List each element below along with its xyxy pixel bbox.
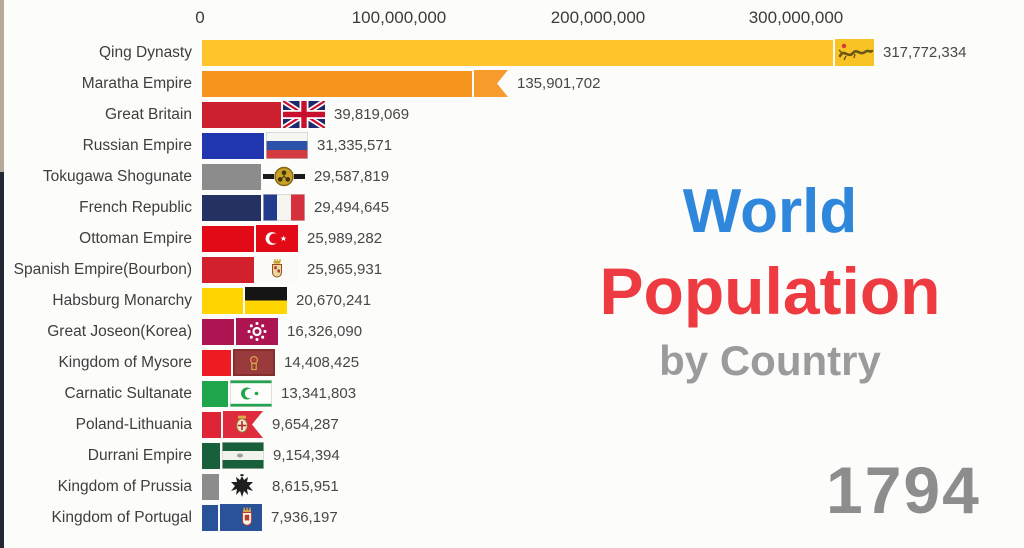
flag-kingdom-of-prussia-icon — [221, 473, 263, 500]
population-value: 29,494,645 — [314, 199, 390, 216]
country-label: Carnatic Sultanate — [64, 384, 192, 402]
bar-row-kingdom-of-mysore: Kingdom of Mysore 14,408,425 — [0, 347, 1024, 378]
population-value: 25,965,931 — [307, 261, 383, 278]
bar-row-kingdom-of-portugal: Kingdom of Portugal 7,936,197 — [0, 502, 1024, 533]
flag-kingdom-of-portugal-icon — [220, 504, 262, 531]
population-bar — [202, 504, 218, 531]
population-bar — [202, 194, 261, 221]
chart-title-by-country: by Country — [659, 337, 881, 384]
country-label: Durrani Empire — [87, 446, 192, 464]
country-label: Kingdom of Mysore — [58, 353, 192, 371]
flag-poland-lithuania-icon — [223, 411, 263, 438]
country-label: Poland-Lithuania — [75, 415, 192, 433]
population-bar — [202, 318, 234, 345]
flag-russian-empire-icon — [266, 132, 308, 159]
x-axis-tick-100m: 100,000,000 — [351, 8, 447, 27]
bar-row-qing-dynasty: Qing Dynasty 317,772,334 — [0, 37, 1024, 68]
bar-row-poland-lithuania: Poland-Lithuania 9,654,287 — [0, 409, 1024, 440]
population-bar — [202, 287, 243, 314]
year-counter: 1794 — [826, 453, 981, 527]
country-label: French Republic — [79, 198, 192, 216]
flag-kingdom-of-mysore-icon — [233, 349, 275, 376]
flag-maratha-empire-icon — [474, 70, 508, 97]
flag-carnatic-sultanate-icon — [230, 380, 272, 407]
chart-title-population: Population — [599, 254, 941, 328]
video-edge-strip-bottom — [0, 172, 4, 548]
population-value: 20,670,241 — [296, 292, 372, 309]
flag-great-joseon-icon — [236, 318, 278, 345]
bar-row-ottoman-empire: Ottoman Empire 25,989,282 — [0, 223, 1024, 254]
population-value: 16,326,090 — [287, 323, 363, 340]
population-bar — [202, 380, 228, 407]
bar-row-great-joseon: Great Joseon(Korea) — [0, 316, 1024, 347]
chart-title-world: World — [682, 177, 858, 246]
country-label: Kingdom of Prussia — [57, 477, 192, 495]
country-label: Tokugawa Shogunate — [42, 167, 192, 185]
population-bar — [202, 225, 254, 252]
population-value: 39,819,069 — [334, 106, 410, 123]
country-label: Great Britain — [104, 105, 192, 123]
chart-title: World Population by Country — [565, 178, 975, 384]
x-axis-tick-200m: 200,000,000 — [550, 8, 646, 27]
population-value: 135,901,702 — [517, 75, 601, 92]
population-value: 25,989,282 — [307, 230, 383, 247]
population-bar — [202, 39, 833, 66]
video-edge-strip — [0, 0, 4, 548]
population-value: 29,587,819 — [314, 168, 390, 185]
bar-row-carnatic-sultanate: Carnatic Sultanate 13,341,803 — [0, 378, 1024, 409]
x-axis-tick-300m: 300,000,000 — [748, 8, 844, 27]
population-value: 9,154,394 — [273, 447, 340, 464]
population-value: 31,335,571 — [317, 137, 393, 154]
population-bar — [202, 70, 472, 97]
country-label: Spanish Empire(Bourbon) — [13, 260, 192, 278]
country-label: Qing Dynasty — [98, 43, 192, 61]
bar-rows: Qing Dynasty 317,772,334 Maratha Empire — [0, 37, 1024, 533]
population-value: 7,936,197 — [271, 509, 338, 526]
flag-tokugawa-shogunate-icon — [263, 163, 305, 190]
bar-row-french-republic: French Republic 29,494,645 — [0, 192, 1024, 223]
flag-ottoman-empire-icon — [256, 225, 298, 252]
bar-row-tokugawa-shogunate: Tokugawa Shogunate 29,587,819 — [0, 161, 1024, 192]
flag-qing-dynasty-icon — [835, 39, 874, 66]
country-label: Kingdom of Portugal — [51, 508, 192, 526]
population-value: 9,654,287 — [272, 416, 339, 433]
bar-row-habsburg-monarchy: Habsburg Monarchy 20,670,241 — [0, 285, 1024, 316]
video-edge-strip-top — [0, 0, 4, 172]
population-value: 317,772,334 — [883, 44, 967, 61]
bar-row-maratha-empire: Maratha Empire 135,901,702 — [0, 68, 1024, 99]
population-bar — [202, 256, 254, 283]
x-axis: 0 100,000,000 200,000,000 300,000,000 — [0, 8, 1024, 34]
country-label: Ottoman Empire — [79, 229, 192, 247]
bar-row-kingdom-of-prussia: Kingdom of Prussia 8,615,951 — [0, 471, 1024, 502]
population-value: 8,615,951 — [272, 478, 339, 495]
population-value: 13,341,803 — [281, 385, 357, 402]
country-label: Maratha Empire — [81, 74, 192, 92]
population-bar — [202, 411, 221, 438]
x-axis-tick-0: 0 — [195, 8, 205, 27]
population-value: 14,408,425 — [284, 354, 360, 371]
bar-row-durrani-empire: Durrani Empire 9,154,394 — [0, 440, 1024, 471]
population-bar — [202, 101, 281, 128]
country-label: Habsburg Monarchy — [52, 291, 192, 309]
bar-row-spanish-empire: Spanish Empire(Bourbon) 25,965,931 — [0, 254, 1024, 285]
population-bar — [202, 442, 220, 469]
flag-french-republic-icon — [263, 194, 305, 221]
population-bar — [202, 132, 264, 159]
country-label: Russian Empire — [82, 136, 192, 154]
bar-row-russian-empire: Russian Empire 31,335,571 — [0, 130, 1024, 161]
bar-row-great-britain: Great Britain 39,819,069 — [0, 99, 1024, 130]
flag-habsburg-monarchy-icon — [245, 287, 287, 314]
population-bar — [202, 163, 261, 190]
population-bar — [202, 473, 219, 500]
population-bar — [202, 349, 231, 376]
country-label: Great Joseon(Korea) — [47, 322, 192, 340]
flag-durrani-empire-icon — [222, 442, 264, 469]
flag-great-britain-icon — [283, 101, 325, 128]
flag-spanish-empire-icon — [256, 256, 298, 283]
